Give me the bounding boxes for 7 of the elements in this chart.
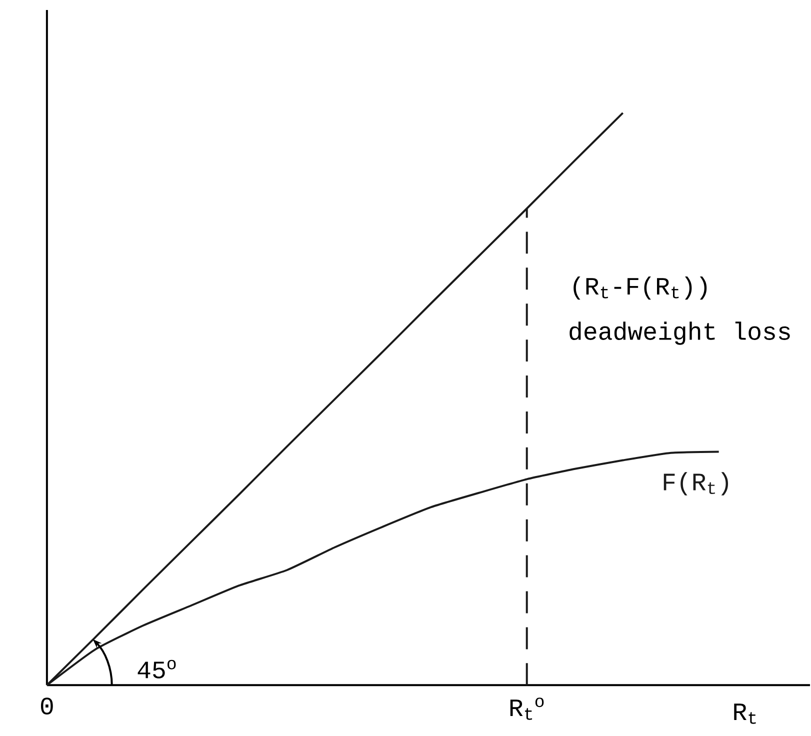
- annotation: (R$_{t}$-F(R$_{t}$)): [574, 276, 707, 300]
- x-tick-label: 0: [40, 698, 53, 714]
- x-axis-title: R$_{t}$: [734, 704, 756, 724]
- x-tick-label: R$_{t}$o: [510, 698, 544, 720]
- annotation: deadweight loss: [570, 322, 790, 345]
- series-label: F(R$_{t}$): [664, 472, 728, 496]
- annotation: 45$^{o}$: [138, 660, 176, 678]
